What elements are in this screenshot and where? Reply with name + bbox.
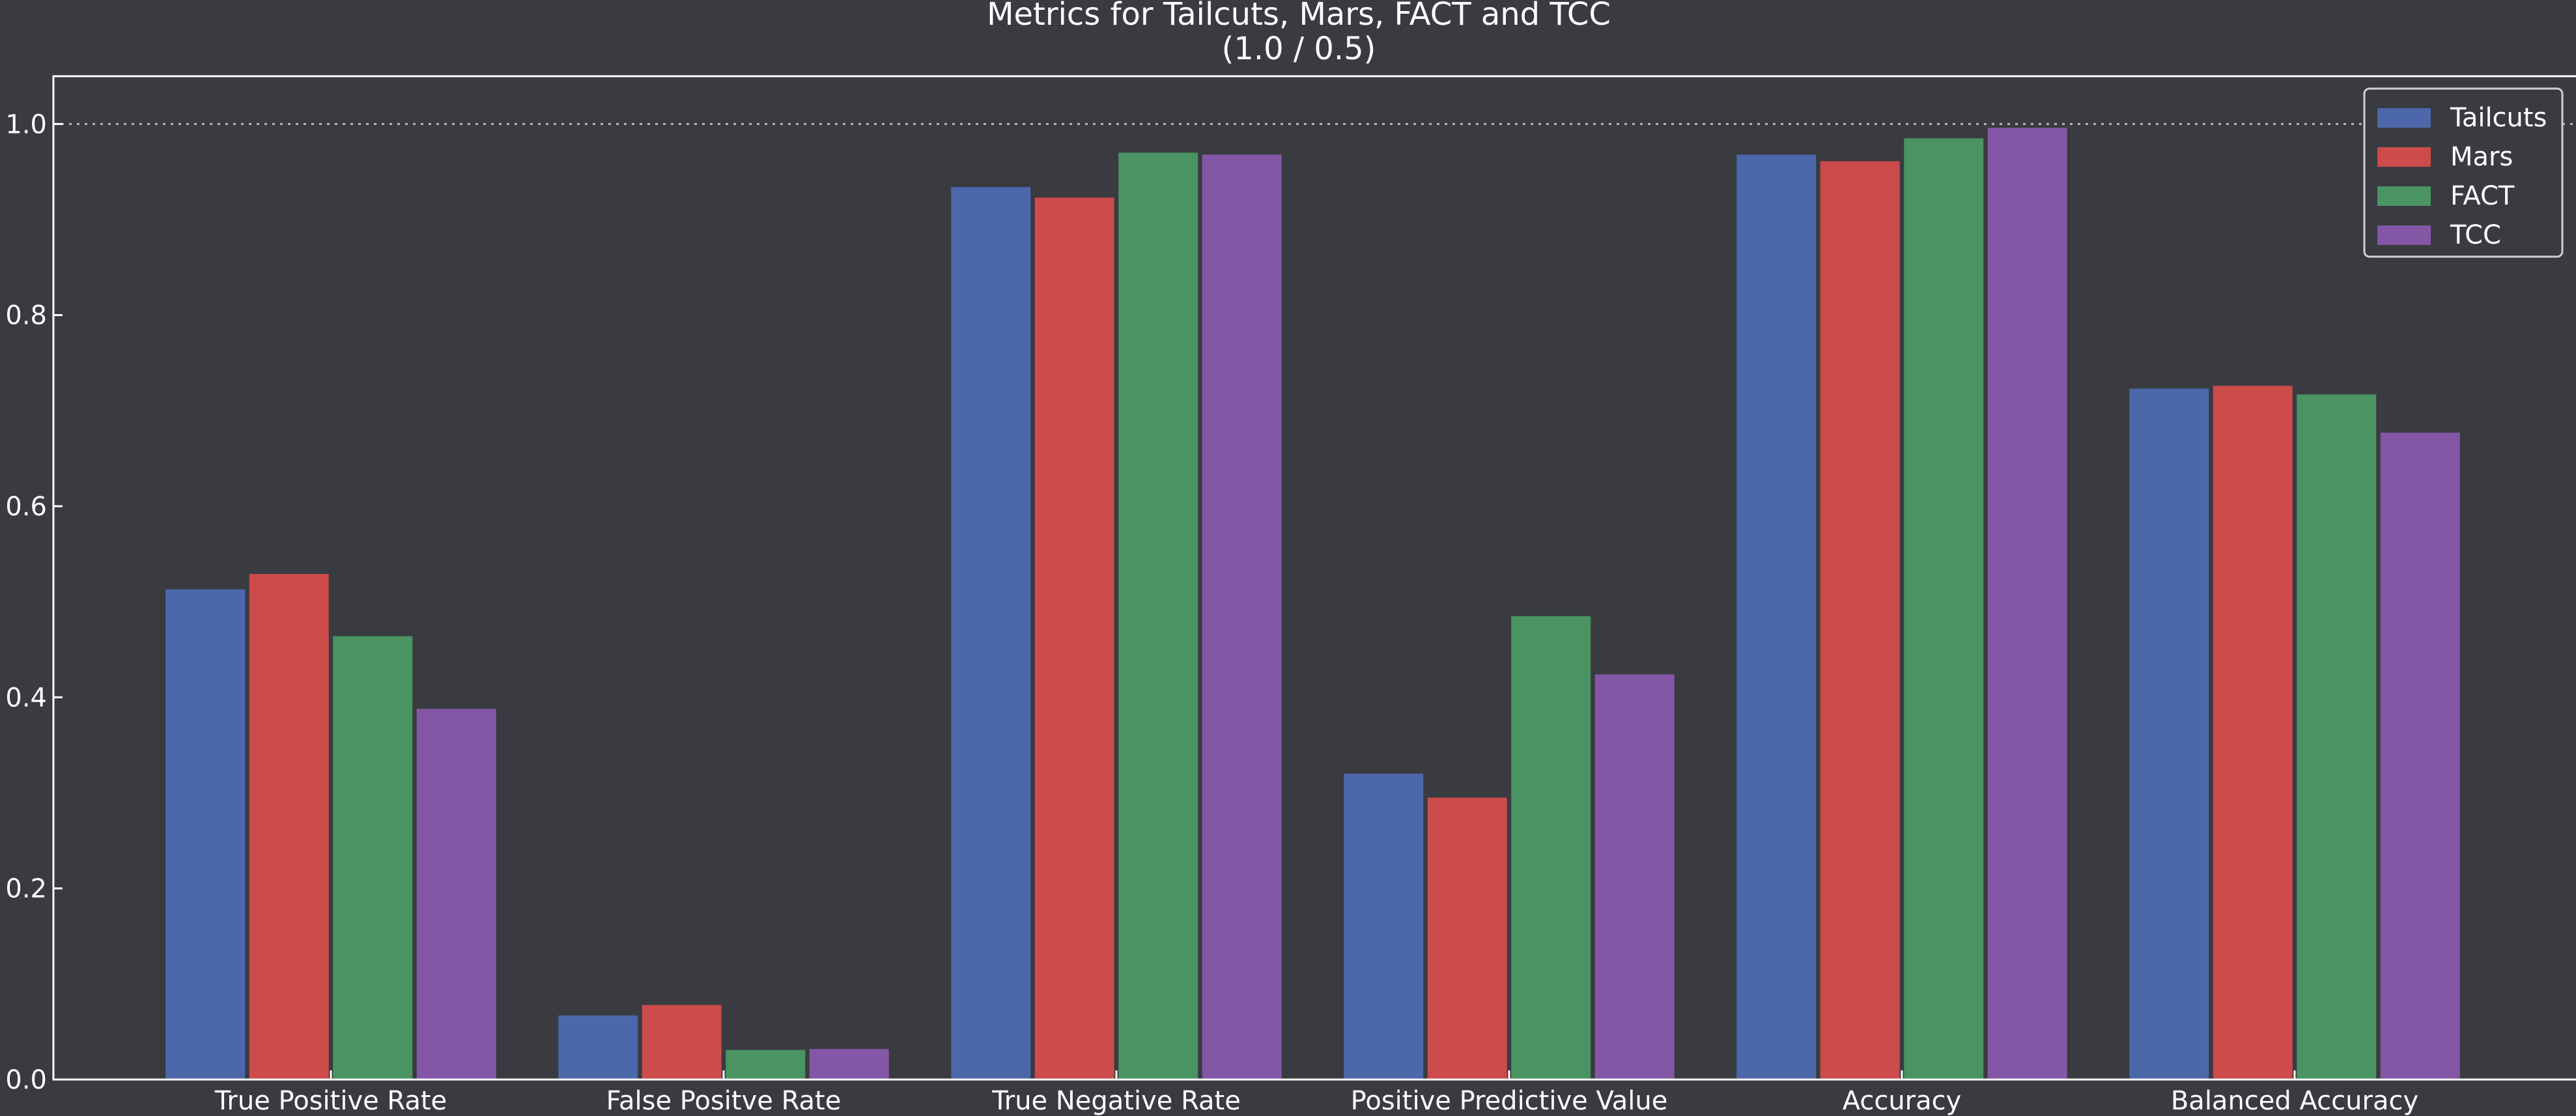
- y-tick-label: 1.0: [5, 109, 47, 139]
- legend-swatch-mars: [2377, 147, 2431, 167]
- bar-mars-4: [1820, 161, 1900, 1080]
- bar-mars-5: [2213, 386, 2293, 1080]
- legend-swatch-tcc: [2377, 225, 2431, 245]
- plot-frame: [52, 75, 2576, 1081]
- bar-fact-3: [1511, 616, 1591, 1080]
- bar-tcc-1: [809, 1049, 889, 1080]
- bar-fact-1: [726, 1050, 806, 1080]
- legend-label-mars: Mars: [2450, 142, 2513, 172]
- y-tick-label: 0.8: [5, 301, 47, 331]
- bar-mars-0: [249, 574, 329, 1080]
- legend-box: [2363, 87, 2564, 258]
- chart-subtitle: (1.0 / 0.5): [1222, 31, 1376, 67]
- bar-tcc-2: [1202, 154, 1282, 1080]
- x-tick-label: Accuracy: [1843, 1086, 1962, 1116]
- y-tick-label: 0.2: [5, 874, 47, 904]
- chart-title: Metrics for Tailcuts, Mars, FACT and TCC: [987, 0, 1611, 33]
- legend-swatch-tailcuts: [2377, 108, 2431, 128]
- legend-label-fact: FACT: [2450, 181, 2515, 211]
- bar-fact-5: [2297, 394, 2377, 1080]
- legend-label-tcc: TCC: [2450, 220, 2501, 250]
- legend-label-tailcuts: Tailcuts: [2450, 103, 2547, 133]
- bars-group: [165, 128, 2460, 1080]
- bar-mars-3: [1427, 797, 1507, 1080]
- y-tick-label: 0.6: [5, 492, 47, 522]
- x-tick-label: Positive Predictive Value: [1351, 1086, 1668, 1116]
- bar-mars-2: [1034, 197, 1114, 1080]
- x-tick-label: Balanced Accuracy: [2171, 1086, 2418, 1116]
- bar-tailcuts-1: [558, 1015, 638, 1080]
- bar-fact-2: [1118, 152, 1198, 1080]
- bar-tcc-3: [1594, 674, 1675, 1080]
- bar-tailcuts-2: [951, 187, 1031, 1080]
- legend: Tailcuts Mars FACT TCC: [2363, 87, 2564, 258]
- bar-tailcuts-5: [2129, 388, 2209, 1080]
- y-axis: 0.0 0.2 0.4 0.6 0.8 1.0: [5, 109, 63, 1095]
- x-axis: True Positive Rate False Positve Rate True…: [214, 1070, 2418, 1116]
- bar-fact-0: [333, 636, 413, 1080]
- x-tick-label: True Positive Rate: [214, 1086, 447, 1116]
- bar-tcc-5: [2380, 433, 2460, 1080]
- legend-swatch-fact: [2377, 186, 2431, 206]
- y-tick-label: 0.4: [5, 683, 47, 713]
- bar-tailcuts-0: [165, 589, 246, 1080]
- bar-tailcuts-4: [1736, 154, 1817, 1080]
- x-tick-label: False Positve Rate: [606, 1086, 842, 1116]
- bar-tcc-4: [1987, 128, 2067, 1080]
- bar-mars-1: [642, 1005, 722, 1080]
- bar-tailcuts-3: [1344, 773, 1424, 1080]
- bar-tcc-0: [416, 708, 496, 1080]
- y-tick-label: 0.0: [5, 1065, 47, 1095]
- x-tick-label: True Negative Rate: [991, 1086, 1241, 1116]
- bar-fact-4: [1904, 138, 1984, 1080]
